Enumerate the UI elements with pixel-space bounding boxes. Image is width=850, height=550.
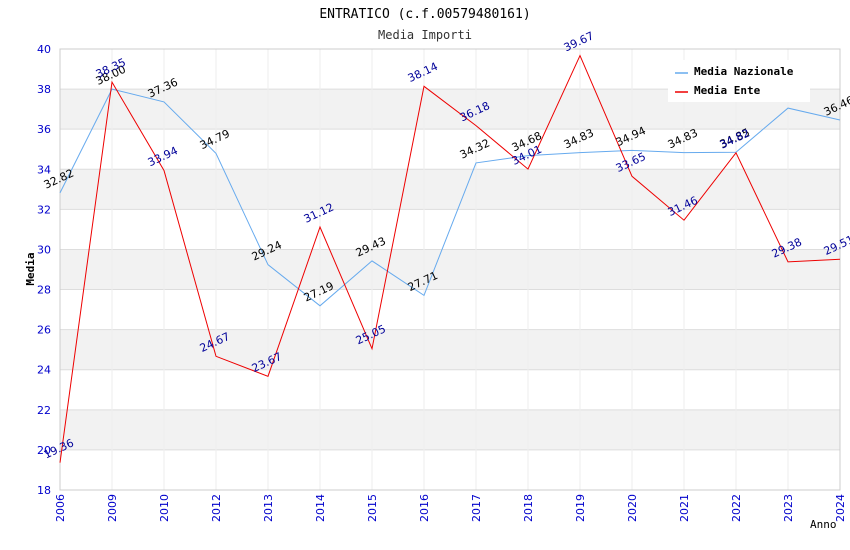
y-tick-label: 36 bbox=[37, 123, 51, 136]
series-lines bbox=[59, 54, 841, 463]
data-label-media-nazionale: 34.79 bbox=[198, 127, 232, 152]
x-axis-ticks: 2006 2009 2010 2012 2013 2014 2015 2016 2017 2018… bbox=[54, 494, 847, 522]
plot-frame bbox=[59, 48, 841, 491]
data-label-media-ente: 19.36 bbox=[42, 436, 76, 461]
x-tick-label: 2022 bbox=[730, 494, 743, 522]
y-tick-label: 18 bbox=[37, 484, 51, 497]
data-label-media-ente: 38.14 bbox=[406, 60, 440, 85]
legend-label-media-ente: Media Ente bbox=[694, 84, 761, 97]
legend-label-media-nazionale: Media Nazionale bbox=[694, 65, 794, 78]
legend: Media Nazionale Media Ente bbox=[668, 60, 810, 102]
y-tick-label: 32 bbox=[37, 203, 51, 216]
y-axis-label: Media bbox=[24, 252, 37, 285]
x-tick-label: 2015 bbox=[366, 494, 379, 522]
x-tick-label: 2019 bbox=[574, 494, 587, 522]
data-label-media-nazionale: 34.83 bbox=[666, 126, 700, 151]
x-tick-label: 2010 bbox=[158, 494, 171, 522]
legend-box bbox=[668, 60, 810, 102]
y-tick-label: 30 bbox=[37, 243, 51, 256]
background-band bbox=[60, 329, 840, 370]
x-tick-label: 2016 bbox=[418, 494, 431, 522]
x-tick-label: 2014 bbox=[314, 494, 327, 522]
x-tick-label: 2006 bbox=[54, 494, 67, 522]
x-tick-label: 2023 bbox=[782, 494, 795, 522]
x-axis-label: Anno bbox=[810, 518, 837, 531]
chart-subtitle: Media Importi bbox=[378, 28, 472, 42]
y-tick-label: 26 bbox=[37, 324, 51, 337]
x-tick-label: 2017 bbox=[470, 494, 483, 522]
background-band bbox=[60, 249, 840, 290]
y-tick-label: 40 bbox=[37, 43, 51, 56]
x-tick-label: 2013 bbox=[262, 494, 275, 522]
x-tick-label: 2009 bbox=[106, 494, 119, 522]
data-label-media-nazionale: 34.83 bbox=[562, 126, 596, 151]
background-band bbox=[60, 169, 840, 210]
series-line-media-ente bbox=[59, 54, 841, 463]
y-tick-label: 22 bbox=[37, 404, 51, 417]
data-label-media-nazionale: 34.32 bbox=[458, 136, 492, 161]
x-tick-label: 2012 bbox=[210, 494, 223, 522]
y-tick-label: 38 bbox=[37, 83, 51, 96]
x-tick-label: 2018 bbox=[522, 494, 535, 522]
y-tick-label: 24 bbox=[37, 364, 51, 377]
series-line-media-nazionale bbox=[59, 88, 841, 307]
background-bands bbox=[60, 89, 840, 450]
y-tick-label: 20 bbox=[37, 444, 51, 457]
data-label-media-ente: 39.67 bbox=[562, 29, 596, 54]
chart-title: ENTRATICO (c.f.00579480161) bbox=[319, 7, 530, 22]
y-tick-label: 28 bbox=[37, 284, 51, 297]
y-axis-ticks: 18 20 22 24 26 28 30 32 34 36 38 40 bbox=[37, 43, 51, 497]
y-tick-label: 34 bbox=[37, 163, 51, 176]
x-tick-label: 2020 bbox=[626, 494, 639, 522]
x-tick-label: 2024 bbox=[834, 494, 847, 522]
background-band bbox=[60, 409, 840, 450]
x-tick-label: 2021 bbox=[678, 494, 691, 522]
